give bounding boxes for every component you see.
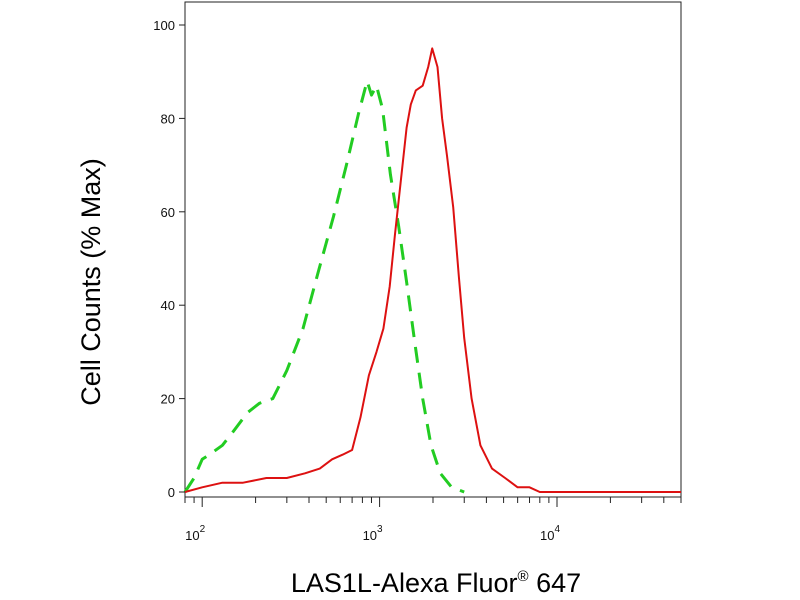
y-axis-title: Cell Counts (% Max) <box>76 158 106 406</box>
y-tick-label-0: 0 <box>168 485 175 500</box>
x-tick-label-exponent: 4 <box>554 524 560 535</box>
x-tick-label-10000: 104 <box>540 524 560 543</box>
x-tick-label-base: 10 <box>363 528 377 543</box>
x-tick-label-base: 10 <box>185 528 199 543</box>
x-axis-title: LAS1L-Alexa Fluor® 647 <box>291 568 581 598</box>
y-tick-label-20: 20 <box>161 392 175 407</box>
x-tick-label-exponent: 2 <box>200 524 206 535</box>
x-tick-label-exponent: 3 <box>377 524 383 535</box>
x-tick-label-base: 10 <box>540 528 554 543</box>
x-axis-title-suffix: 647 <box>529 568 582 598</box>
series-line-solid-red <box>184 47 681 493</box>
series-layer <box>183 47 681 494</box>
plot-frame <box>184 1 682 498</box>
x-axis: 102 103 104 <box>184 497 682 543</box>
y-tick-label-80: 80 <box>161 111 175 126</box>
y-tick-label-60: 60 <box>161 205 175 220</box>
y-tick-label-100: 100 <box>153 18 175 33</box>
y-tick-label-40: 40 <box>161 298 175 313</box>
x-tick-label-1000: 103 <box>363 524 383 543</box>
x-tick-label-100: 102 <box>185 524 205 543</box>
x-axis-title-superscript: ® <box>518 568 529 585</box>
x-axis-title-main: LAS1L-Alexa Fluor <box>291 568 518 598</box>
series-line-dashed-green <box>183 79 465 494</box>
y-axis: 0 20 40 60 80 100 <box>153 18 185 500</box>
